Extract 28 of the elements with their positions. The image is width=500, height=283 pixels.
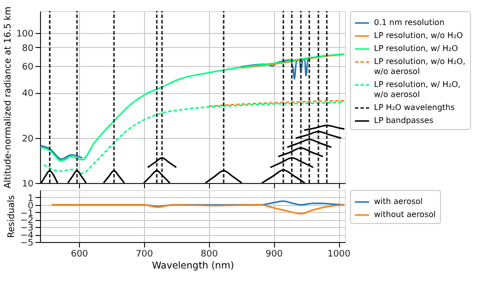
x-tick-label: 800 (200, 250, 218, 260)
y-tick-label: 20 (22, 134, 34, 144)
line-series (240, 54, 345, 69)
legend-label: LP H₂O wavelengths (374, 103, 455, 112)
y-tick-label: 40 (22, 89, 34, 100)
x-tick-label: 900 (266, 250, 283, 260)
legend-label: LP resolution, w/ H₂O (374, 44, 458, 53)
line-series (50, 204, 345, 215)
line-series (40, 53, 345, 162)
y-tick-label: −5 (20, 238, 34, 248)
text: with aerosol (374, 197, 423, 206)
x-tick-label: 1000 (328, 250, 351, 260)
x-axis-title: Wavelength (nm) (152, 260, 234, 272)
legend-label: LP resolution, w/o H₂O, w/o aerosol (374, 57, 466, 76)
y-tick-label: 10 (22, 180, 34, 190)
line-series (43, 102, 345, 174)
y-axis-title: Residuals (7, 194, 18, 238)
y-axis-title: Altitude-normalized radiance at 16.5 km (3, 6, 14, 189)
legend-label: LP resolution, w/o H₂O (374, 31, 463, 40)
y-tick-label: 60 (22, 62, 34, 73)
legend-label: LP resolution, w/ H₂O, w/o aerosol (374, 80, 460, 99)
legend-label: 0.1 nm resolution (374, 18, 444, 27)
legend-label: LP bandpasses (374, 116, 434, 125)
y-tick-label: 100 (16, 29, 34, 40)
text: without aerosol (374, 210, 436, 219)
x-tick-label: 700 (136, 250, 154, 260)
x-tick-label: 600 (70, 250, 88, 260)
y-tick-label: 80 (22, 44, 34, 54)
